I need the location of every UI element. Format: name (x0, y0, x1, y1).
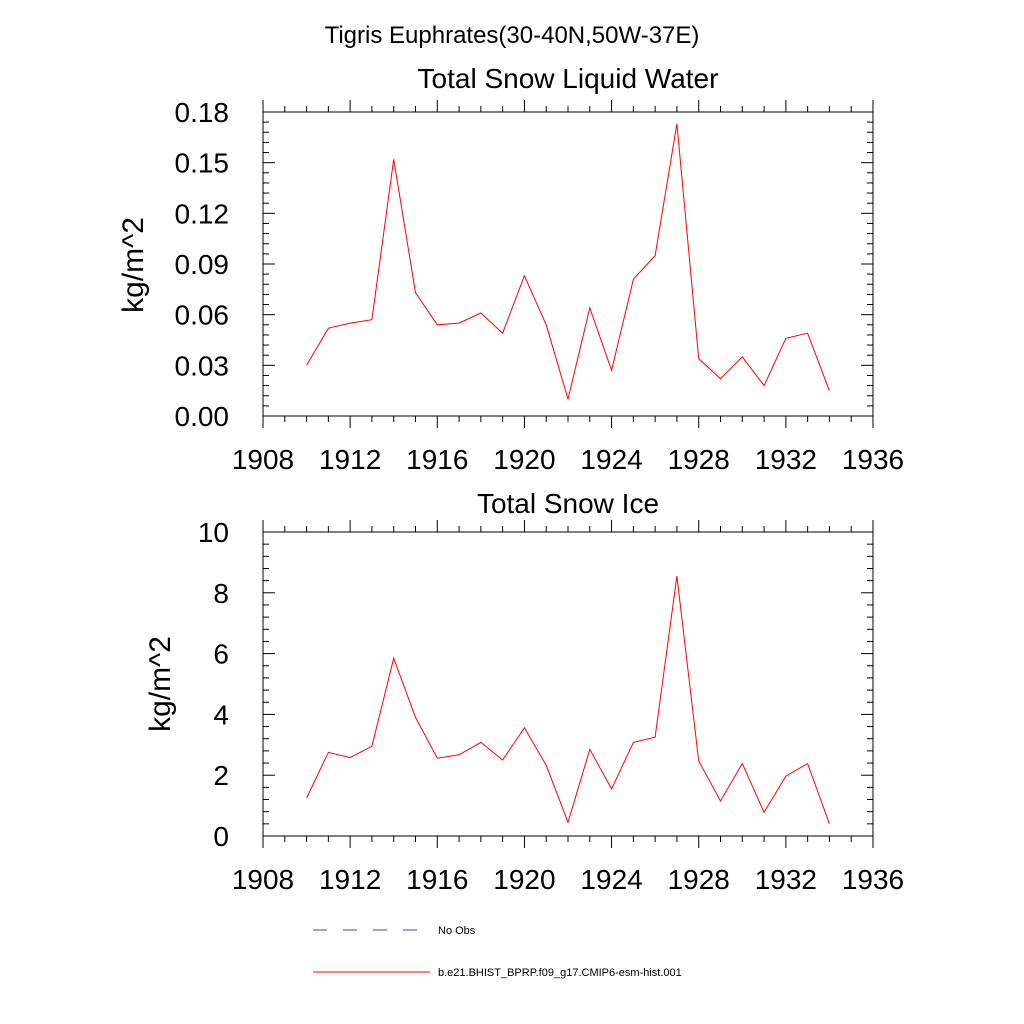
data-point (632, 741, 635, 744)
data-point (523, 274, 526, 277)
x-tick-label: 1928 (668, 444, 730, 475)
x-tick-label: 1932 (755, 864, 817, 895)
data-point (370, 318, 373, 321)
x-tick-label: 1936 (842, 864, 904, 895)
data-point (828, 389, 831, 392)
data-point (632, 278, 635, 281)
y-tick-label: 6 (213, 639, 229, 670)
x-tick-label: 1936 (842, 444, 904, 475)
data-point (567, 821, 570, 824)
plot-area-frame (262, 531, 874, 837)
y-tick-label: 0.15 (175, 148, 230, 179)
y-tick-label: 4 (213, 699, 229, 730)
legend-label-no-obs: No Obs (438, 925, 476, 937)
y-tick-label: 2 (213, 760, 229, 791)
data-point (610, 787, 613, 790)
chart-panel-snow-ice: Total Snow Ice kg/m^2 1908 1912 1916 1920 19… (144, 488, 904, 895)
data-point (784, 775, 787, 778)
plot-area-frame (262, 111, 874, 417)
data-point (501, 332, 504, 335)
x-tick-label: 1920 (493, 444, 555, 475)
data-point (458, 753, 461, 756)
data-point (719, 377, 722, 380)
data-point (523, 726, 526, 729)
series-line (306, 576, 830, 824)
x-tick-label: 1916 (406, 444, 468, 475)
y-tick-label: 10 (198, 517, 229, 548)
data-point (675, 575, 678, 578)
x-tick-label: 1924 (580, 444, 642, 475)
data-point (349, 756, 352, 759)
data-point (697, 357, 700, 360)
data-point (719, 800, 722, 803)
data-point (828, 822, 831, 825)
series-line (306, 123, 830, 402)
y-axis-label: kg/m^2 (144, 636, 177, 732)
data-point (588, 306, 591, 309)
data-point (479, 311, 482, 314)
chart-title: Total Snow Ice (477, 488, 659, 519)
y-axis-label: kg/m^2 (117, 217, 150, 313)
data-point (806, 332, 809, 335)
x-tick-label: 1908 (232, 444, 294, 475)
data-point (763, 811, 766, 814)
data-point (458, 322, 461, 325)
data-point (414, 716, 417, 719)
data-point (763, 384, 766, 387)
data-point (697, 759, 700, 762)
x-tick-label: 1920 (493, 864, 555, 895)
legend: No Obs b.e21.BHIST_BPRP.f09_g17.CMIP6-es… (313, 925, 682, 979)
y-tick-label: 0 (213, 821, 229, 852)
data-point (436, 323, 439, 326)
x-tick-label: 1916 (406, 864, 468, 895)
y-tick-label: 0.06 (175, 300, 230, 331)
data-point (327, 327, 330, 330)
data-point (327, 751, 330, 754)
data-point (501, 759, 504, 762)
chart-panel-snow-liquid-water: Total Snow Liquid Water kg/m^2 1908 1912 1… (117, 63, 904, 475)
x-tick-label: 1924 (580, 864, 642, 895)
y-tick-label: 0.09 (175, 249, 230, 280)
chart-title: Total Snow Liquid Water (418, 63, 719, 94)
y-tick-label: 0.00 (175, 401, 230, 432)
data-point (414, 291, 417, 294)
figure-main-title: Tigris Euphrates(30-40N,50W-37E) (325, 22, 700, 49)
data-point (654, 736, 657, 739)
data-point (349, 322, 352, 325)
data-point (436, 757, 439, 760)
y-tick-label: 0.18 (175, 97, 230, 128)
y-tick-label: 8 (213, 578, 229, 609)
data-point (545, 323, 548, 326)
data-point (370, 745, 373, 748)
data-point (675, 122, 678, 125)
data-point (479, 741, 482, 744)
x-tick-label: 1912 (319, 444, 381, 475)
x-tick-label: 1908 (232, 864, 294, 895)
data-point (392, 158, 395, 161)
data-point (806, 762, 809, 765)
data-point (545, 764, 548, 767)
data-point (610, 369, 613, 372)
y-tick-label: 0.12 (175, 198, 230, 229)
data-point (741, 355, 744, 358)
data-point (305, 797, 308, 800)
data-point (654, 254, 657, 257)
x-tick-label: 1912 (319, 864, 381, 895)
x-tick-label: 1928 (668, 864, 730, 895)
data-point (588, 748, 591, 751)
x-tick-label: 1932 (755, 444, 817, 475)
y-tick-label: 0.03 (175, 350, 230, 381)
data-point (567, 398, 570, 401)
legend-label-model: b.e21.BHIST_BPRP.f09_g17.CMIP6-esm-hist.… (438, 967, 682, 979)
data-point (392, 657, 395, 660)
data-point (305, 364, 308, 367)
data-point (784, 337, 787, 340)
data-point (741, 762, 744, 765)
